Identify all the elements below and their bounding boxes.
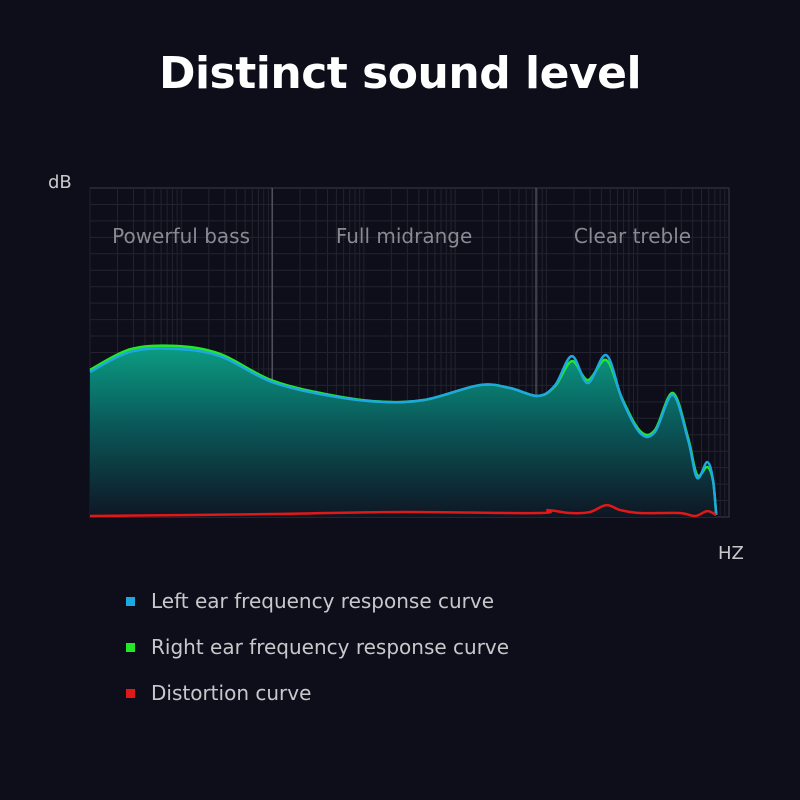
region-labels: Powerful bass Full midrange Clear treble <box>112 188 691 517</box>
legend: Left ear frequency response curve Right e… <box>126 578 509 716</box>
response-area <box>90 345 717 517</box>
legend-item: Distortion curve <box>126 670 509 716</box>
legend-item: Left ear frequency response curve <box>126 578 509 624</box>
y-axis-label: dB <box>48 172 72 193</box>
region-label: Powerful bass <box>112 224 250 248</box>
legend-item: Right ear frequency response curve <box>126 624 509 670</box>
legend-label: Left ear frequency response curve <box>151 589 495 613</box>
legend-swatch <box>126 596 135 606</box>
region-label: Clear treble <box>574 224 691 248</box>
x-axis-label: HZ <box>718 543 744 564</box>
legend-label: Right ear frequency response curve <box>151 635 510 659</box>
legend-swatch <box>126 688 135 698</box>
series-lines <box>89 344 718 518</box>
series-line-0 <box>89 347 718 516</box>
legend-swatch <box>126 642 135 652</box>
page-title: Distinct sound level <box>158 48 642 99</box>
series-line-2 <box>89 503 717 518</box>
areas <box>90 345 717 517</box>
legend-label: Distortion curve <box>151 681 312 705</box>
region-label: Full midrange <box>336 224 472 248</box>
